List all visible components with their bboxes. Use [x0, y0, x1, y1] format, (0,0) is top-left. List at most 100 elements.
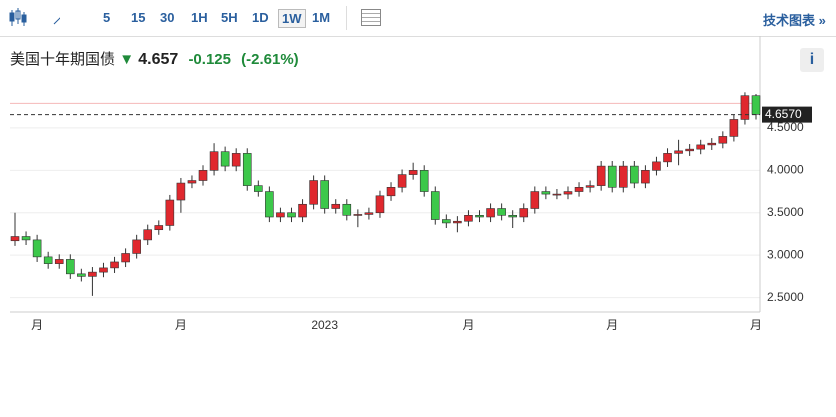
candle-body	[88, 271, 97, 277]
candle-body	[198, 170, 208, 181]
candle-body	[585, 185, 595, 188]
candle-body	[397, 174, 407, 188]
last-price-box	[762, 106, 812, 123]
candle-body	[685, 148, 694, 152]
candle-body	[331, 203, 341, 209]
instrument-name: 美国十年期国债	[10, 51, 116, 68]
candle-body	[276, 212, 285, 218]
change-pct: (-2.61%)	[241, 51, 299, 68]
interval-button[interactable]: 1H	[191, 10, 208, 25]
candle-body	[442, 219, 451, 224]
candle-body	[674, 150, 683, 154]
x-tick-label: 月	[462, 318, 474, 332]
candle-body	[530, 191, 540, 209]
candle-body	[209, 151, 219, 171]
x-tick-label: 月	[175, 318, 187, 332]
candle-body	[165, 199, 175, 226]
candle-body	[176, 182, 186, 201]
candle-body	[342, 203, 352, 216]
candle-body	[32, 239, 42, 258]
y-tick-label: 2.5000	[767, 290, 804, 304]
candle-body	[121, 253, 130, 263]
interval-button[interactable]: 1M	[312, 10, 331, 25]
interval-button[interactable]: 1D	[252, 10, 269, 25]
price: 4.657	[138, 51, 179, 68]
x-tick-label: 月	[31, 318, 43, 332]
candle-body	[663, 153, 672, 163]
candle-body	[375, 195, 385, 214]
candle-body	[696, 144, 706, 150]
table-icon[interactable]	[361, 9, 381, 26]
tech-chart-link[interactable]: 技术图表 »	[763, 13, 826, 28]
candle-body	[110, 261, 119, 269]
candle-body	[419, 170, 429, 192]
candle-body	[54, 259, 64, 264]
candle-body	[287, 212, 296, 218]
candle-body	[242, 153, 252, 186]
info-button[interactable]: i	[800, 48, 824, 72]
candle-body	[630, 165, 639, 184]
candle-body	[453, 220, 462, 224]
last-price-label: 4.6570	[765, 107, 802, 121]
separator	[346, 6, 347, 30]
candle-body	[607, 165, 617, 188]
candle-body	[751, 95, 761, 115]
x-tick-label: 2023	[311, 318, 338, 332]
candle-body	[486, 208, 495, 218]
candle-body	[729, 119, 739, 137]
change: -0.125	[188, 51, 231, 68]
candle-body	[231, 153, 241, 167]
candle-body	[43, 256, 53, 264]
interval-button[interactable]: 5	[103, 10, 111, 25]
candle-body	[408, 170, 418, 175]
candle-body	[320, 180, 329, 209]
candle-body	[574, 187, 584, 192]
y-tick-label: 4.5000	[767, 120, 804, 134]
candle-body	[475, 214, 484, 218]
candle-body	[652, 161, 661, 171]
candle-body	[464, 214, 473, 222]
y-tick-label: 4.0000	[767, 163, 804, 177]
candle-body	[10, 236, 20, 242]
candle-body	[596, 165, 606, 186]
y-tick-label: 3.0000	[767, 247, 804, 261]
candle-body	[154, 225, 164, 231]
candle-body	[65, 259, 75, 275]
candle-body	[254, 185, 263, 192]
candle-body	[541, 191, 551, 195]
candle-body	[265, 191, 274, 218]
toolbar: 5 15 30 1H 5H 1D 1W 1M 技术图表 »	[0, 0, 836, 37]
candle-body	[386, 187, 396, 197]
candle-body	[21, 236, 31, 241]
candle-body	[519, 208, 529, 218]
candle-body	[707, 142, 717, 146]
candle-body	[220, 151, 230, 167]
interval-button[interactable]: 15	[131, 10, 146, 25]
candle-body	[132, 239, 141, 254]
candle-body	[353, 214, 363, 216]
candle-body	[641, 170, 650, 184]
candle-body	[508, 214, 517, 218]
candle-body	[718, 136, 728, 144]
candle-body	[143, 229, 153, 241]
candle-body	[309, 180, 318, 205]
candle-body	[364, 212, 374, 215]
y-tick-label: 3.5000	[767, 205, 804, 219]
x-tick-label: 月	[750, 318, 762, 332]
candle-body	[740, 95, 750, 120]
interval-button[interactable]: 5H	[221, 10, 238, 25]
candle-body	[99, 267, 108, 273]
quote: 美国十年期国债 ▼ 4.657 -0.125 (-2.61%)	[10, 51, 299, 68]
chart-type-icons[interactable]	[0, 0, 60, 36]
x-tick-label: 月	[606, 318, 618, 332]
candle-body	[430, 191, 440, 220]
candle-body	[552, 193, 562, 196]
candle-body	[497, 208, 506, 216]
candle-body	[77, 273, 86, 277]
interval-button[interactable]: 1W	[278, 9, 306, 28]
interval-button[interactable]: 30	[160, 10, 175, 25]
candle-body	[618, 165, 628, 188]
candle-body	[298, 203, 307, 218]
